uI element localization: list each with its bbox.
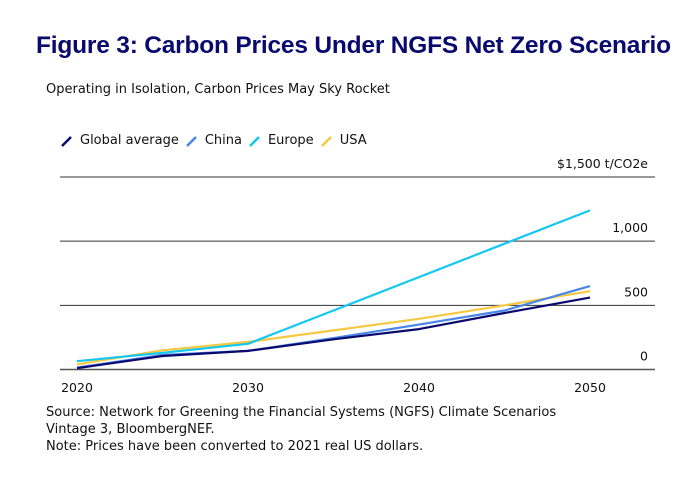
series-line-europe <box>76 209 591 363</box>
legend-swatch-china <box>185 135 197 147</box>
y-tick-labels: 0 500 1,000 $1,500 t/CO2e <box>557 156 648 364</box>
source-note-line: Note: Prices have been converted to 2021… <box>46 439 424 454</box>
chart-subtitle: Operating in Isolation, Carbon Prices Ma… <box>46 82 390 97</box>
x-tick-label-2030: 2030 <box>232 380 264 395</box>
source-line-2: Vintage 3, BloombergNEF. <box>46 422 215 437</box>
legend-item-usa: USA <box>320 133 367 148</box>
legend-swatch-global-average <box>61 135 72 147</box>
series-line-china <box>76 285 591 369</box>
legend-label-global-average: Global average <box>80 133 179 148</box>
legend-label-europe: Europe <box>267 133 314 148</box>
x-tick-label-2020: 2020 <box>61 380 93 395</box>
gridlines <box>60 176 655 371</box>
x-tick-labels: 2020 2030 2040 2050 <box>61 380 606 395</box>
y-tick-label-500: 500 <box>624 284 648 299</box>
x-tick-label-2040: 2040 <box>403 380 435 395</box>
legend-item-europe: Europe <box>248 133 314 148</box>
figure-title: Figure 3: Carbon Prices Under NGFS Net Z… <box>36 32 671 59</box>
series-lines <box>76 209 591 370</box>
y-tick-label-1000: 1,000 <box>612 220 648 235</box>
legend-swatch-europe <box>249 135 260 147</box>
y-tick-label-1500: $1,500 t/CO2e <box>557 156 648 171</box>
source-line-1: Source: Network for Greening the Financi… <box>46 405 557 420</box>
x-tick-label-2050: 2050 <box>574 380 606 395</box>
legend-label-usa: USA <box>339 133 367 148</box>
chart-legend: Global average China Europe USA <box>60 133 373 148</box>
series-line-usa <box>76 290 591 366</box>
source-note: Source: Network for Greening the Financi… <box>46 404 666 455</box>
legend-item-global-average: Global average <box>60 133 179 148</box>
legend-swatch-usa <box>320 135 332 147</box>
series-line-global-average <box>76 296 591 370</box>
y-tick-label-0: 0 <box>640 349 648 364</box>
legend-label-china: China <box>204 133 242 148</box>
legend-item-china: China <box>185 133 242 148</box>
